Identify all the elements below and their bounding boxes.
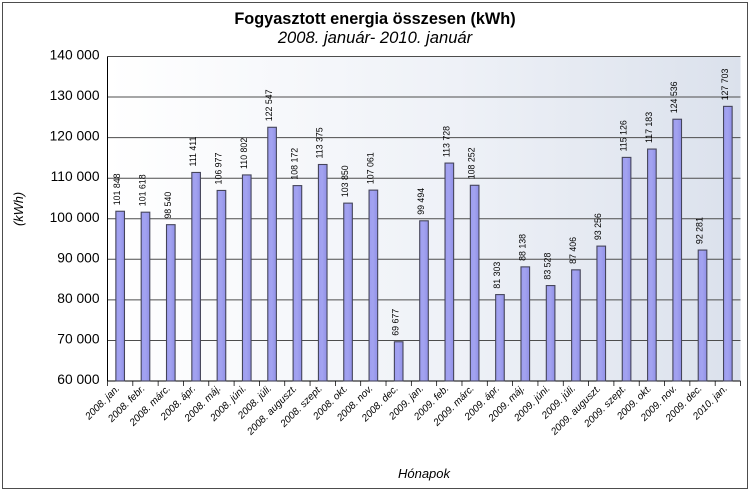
svg-text:106 977: 106 977	[213, 153, 223, 185]
svg-text:87 406: 87 406	[568, 237, 578, 264]
svg-text:108 172: 108 172	[289, 148, 299, 180]
svg-text:110 802: 110 802	[239, 138, 249, 169]
svg-text:127 703: 127 703	[720, 68, 730, 100]
svg-text:90 000: 90 000	[57, 250, 100, 265]
svg-text:83 528: 83 528	[543, 253, 553, 280]
svg-text:98 540: 98 540	[163, 192, 173, 219]
svg-text:117 183: 117 183	[644, 112, 654, 143]
svg-text:111 411: 111 411	[188, 137, 198, 167]
svg-text:60 000: 60 000	[57, 372, 100, 387]
svg-text:108 252: 108 252	[467, 147, 477, 179]
svg-text:93 256: 93 256	[593, 213, 603, 240]
svg-text:110 000: 110 000	[51, 169, 100, 184]
svg-text:70 000: 70 000	[57, 331, 100, 346]
svg-text:124 536: 124 536	[669, 81, 679, 113]
svg-text:101 618: 101 618	[137, 174, 147, 206]
svg-text:81 303: 81 303	[492, 262, 502, 289]
svg-text:113 375: 113 375	[315, 127, 325, 158]
svg-text:101 848: 101 848	[112, 173, 122, 205]
svg-text:99 494: 99 494	[416, 188, 426, 215]
svg-text:130 000: 130 000	[50, 88, 100, 103]
svg-text:113 728: 113 728	[441, 126, 451, 157]
svg-text:107 061: 107 061	[365, 152, 375, 184]
svg-text:100 000: 100 000	[50, 210, 100, 225]
svg-text:140 000: 140 000	[50, 48, 100, 63]
svg-text:69 677: 69 677	[391, 309, 401, 336]
svg-text:115 126: 115 126	[619, 120, 629, 151]
svg-text:122 547: 122 547	[264, 89, 274, 121]
svg-text:92 281: 92 281	[695, 217, 705, 244]
svg-text:80 000: 80 000	[57, 291, 100, 306]
svg-text:88 138: 88 138	[517, 234, 527, 261]
svg-text:120 000: 120 000	[50, 129, 100, 144]
svg-text:103 850: 103 850	[340, 165, 350, 197]
